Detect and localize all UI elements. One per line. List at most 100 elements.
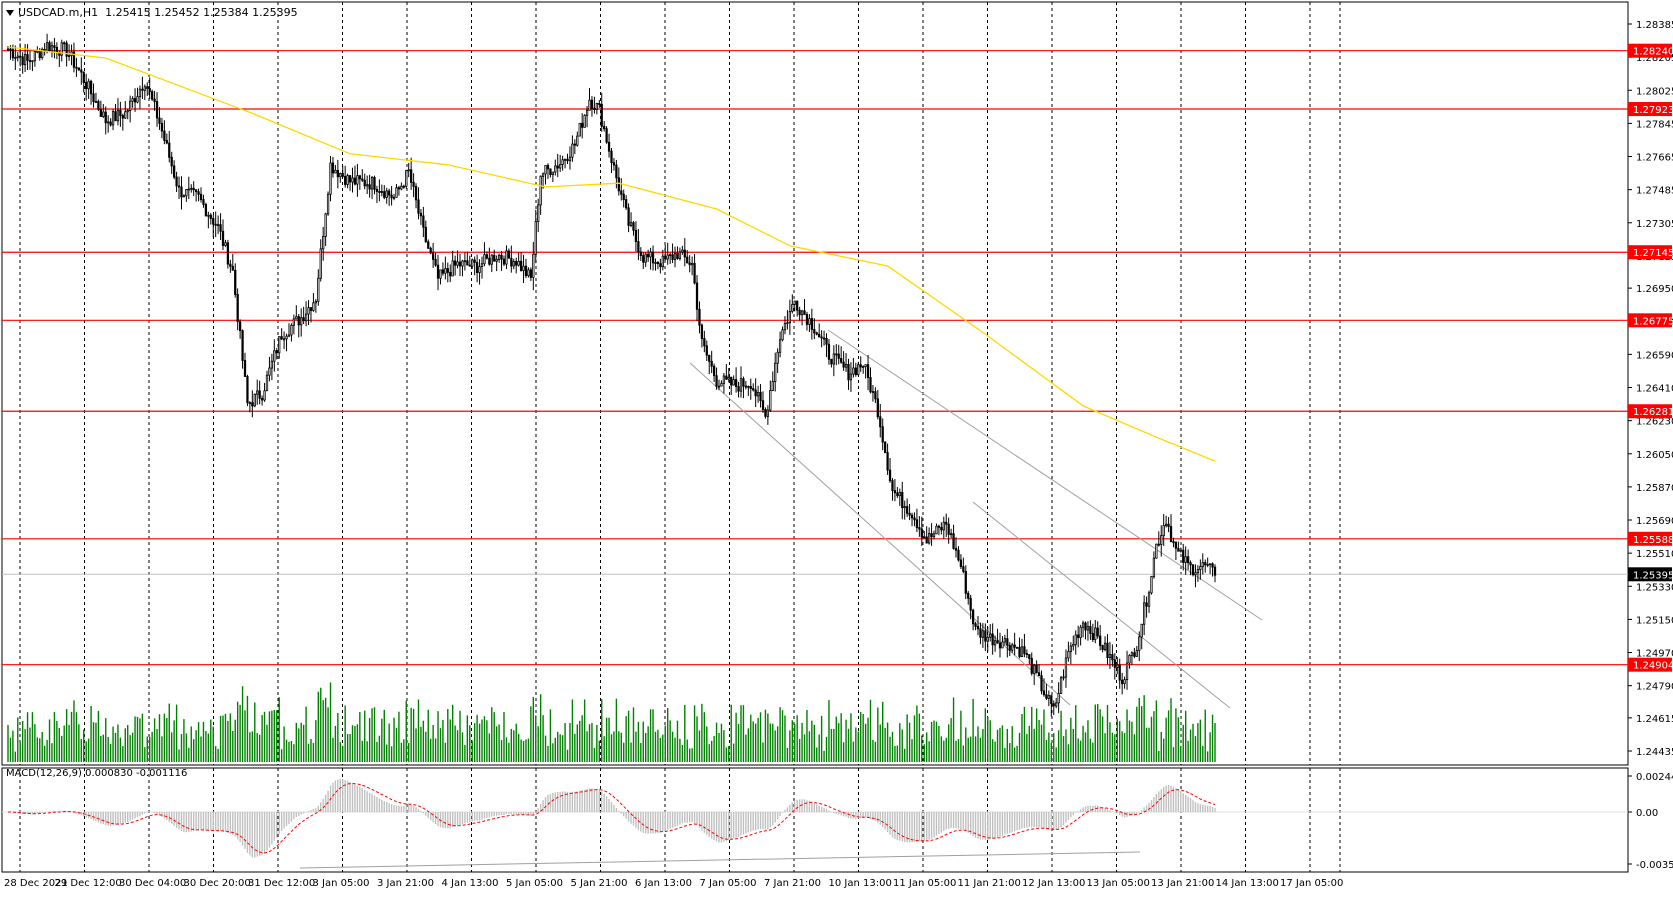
- candle-body: [556, 165, 559, 169]
- candle-body: [107, 121, 110, 124]
- candle-body: [708, 354, 711, 362]
- candle-body: [659, 263, 662, 268]
- candle-body: [207, 214, 210, 217]
- candle-body: [131, 98, 134, 102]
- candle-body: [974, 623, 977, 627]
- candle-body: [830, 358, 833, 365]
- price-tick-label: 1.26590: [1636, 350, 1673, 361]
- time-axis-label: 5 Jan 21:00: [571, 878, 628, 889]
- candle-body: [236, 294, 239, 323]
- candle-body: [710, 360, 713, 367]
- candle-body: [517, 260, 520, 266]
- candle-body: [808, 318, 811, 325]
- candle-body: [945, 521, 948, 525]
- candle-body: [260, 397, 264, 401]
- candle-body: [1208, 563, 1212, 566]
- candle-body: [216, 224, 220, 227]
- candle-body: [388, 190, 391, 196]
- trendline: [827, 329, 1263, 621]
- symbol-label: USDCAD.m,H1: [18, 6, 99, 19]
- price-level-tag-label: 1.26775: [1633, 316, 1673, 327]
- candle-body: [1152, 557, 1156, 577]
- candle-body: [378, 190, 381, 193]
- candle-body: [36, 50, 39, 53]
- candle-body: [610, 150, 613, 164]
- candle-body: [927, 533, 931, 544]
- candle-body: [634, 229, 638, 242]
- candle-body: [168, 142, 171, 158]
- time-axis-label: 30 Dec 20:00: [184, 878, 251, 889]
- candle-body: [541, 173, 545, 177]
- candle-body: [669, 254, 672, 257]
- candle-body: [370, 177, 374, 190]
- candle-body: [1165, 523, 1168, 526]
- candle-body: [14, 57, 17, 59]
- candle-body: [1177, 547, 1180, 552]
- time-axis-label: 30 Dec 04:00: [119, 878, 186, 889]
- trendline: [689, 362, 1071, 706]
- candle-body: [111, 111, 115, 126]
- candle-body: [485, 254, 489, 259]
- candle-body: [439, 269, 442, 279]
- candle-body: [1147, 592, 1151, 607]
- candle-body: [28, 60, 32, 62]
- candle-body: [493, 254, 496, 262]
- candle-body: [805, 314, 809, 325]
- candle-body: [358, 175, 361, 180]
- candle-body: [41, 48, 44, 59]
- price-level-tag: [1628, 43, 1672, 58]
- candle-body: [766, 409, 770, 417]
- candle-body: [453, 260, 457, 266]
- candle-body: [148, 88, 151, 92]
- candle-body: [884, 441, 887, 454]
- candle-body: [730, 376, 733, 386]
- candle-body: [478, 266, 481, 274]
- chart-menu-triangle-icon[interactable]: [6, 10, 14, 16]
- candle-body: [1133, 652, 1136, 657]
- candle-body: [304, 313, 308, 322]
- candle-body: [1001, 641, 1004, 649]
- candle-body: [468, 264, 471, 267]
- candle-body: [414, 186, 418, 201]
- candle-body: [656, 262, 660, 265]
- candle-body: [238, 321, 242, 331]
- candle-body: [80, 69, 83, 73]
- candle-body: [395, 187, 398, 198]
- time-axis-label: 5 Jan 05:00: [506, 878, 563, 889]
- candle-body: [1059, 677, 1063, 694]
- candle-body: [585, 109, 589, 116]
- candle-body: [124, 111, 127, 119]
- candle-body: [849, 373, 853, 381]
- time-axis-label: 31 Dec 12:00: [248, 878, 315, 889]
- price-level-tag-label: 1.28240: [1633, 47, 1673, 58]
- price-tick-label: 1.28205: [1636, 53, 1673, 64]
- candle-body: [629, 222, 633, 226]
- candle-body: [754, 389, 757, 397]
- candle-body: [1047, 695, 1050, 699]
- candle-body: [559, 164, 562, 169]
- candle-body: [1116, 664, 1119, 668]
- price-level-tag: [1628, 657, 1672, 672]
- chart-header: USDCAD.m,H1 1.25415 1.25452 1.25384 1.25…: [6, 6, 298, 19]
- candle-body: [23, 54, 27, 66]
- candle-body: [1201, 562, 1204, 567]
- candle-body: [497, 254, 501, 260]
- candle-body: [615, 164, 618, 179]
- candle-body: [256, 390, 259, 395]
- candle-body: [720, 382, 723, 387]
- candle-body: [1111, 654, 1114, 661]
- candle-body: [854, 367, 857, 376]
- candle-body: [598, 103, 601, 105]
- candle-body: [886, 452, 889, 471]
- candle-body: [747, 385, 750, 388]
- price-level-tag-label: 1.27923: [1633, 105, 1673, 116]
- candle-body: [224, 242, 227, 246]
- candle-body: [1037, 672, 1041, 677]
- candle-body: [138, 88, 142, 98]
- candle-body: [739, 378, 743, 392]
- candle-body: [1199, 566, 1202, 570]
- trendline: [299, 851, 1141, 869]
- candle-body: [38, 50, 41, 59]
- price-level-tag-label: 1.24904: [1633, 661, 1673, 672]
- candle-body: [407, 169, 410, 172]
